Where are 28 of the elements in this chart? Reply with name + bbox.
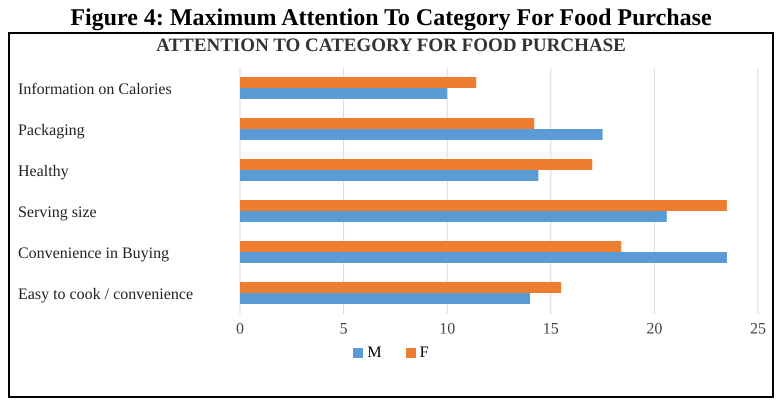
y-tick-label: Easy to cook / convenience — [18, 286, 194, 304]
legend-label: M — [366, 344, 382, 362]
x-tick-label: 5 — [340, 320, 348, 338]
bar — [240, 282, 562, 294]
bar — [240, 252, 727, 264]
x-tick-label: 10 — [439, 320, 456, 338]
bar — [240, 129, 603, 140]
y-tick-label: Serving size — [18, 204, 97, 222]
bar — [240, 241, 622, 252]
chart-title: Figure 4: Maximum Attention To Category For Food Purchase — [69, 4, 713, 32]
bar — [240, 211, 667, 222]
x-tick-label: 15 — [542, 320, 559, 338]
y-tick-label: Packaging — [18, 122, 85, 140]
bar — [240, 293, 530, 304]
bar — [240, 200, 727, 212]
y-tick-label: Healthy — [18, 163, 69, 180]
chart-subtitle: ATTENTION TO CATEGORY FOR FOOD PURCHASE — [155, 34, 627, 58]
x-tick-label: 20 — [646, 320, 662, 338]
x-tick-label: 25 — [750, 320, 766, 338]
bar — [240, 118, 534, 130]
legend-label: F — [418, 344, 429, 362]
y-tick-label: Information on Calories — [18, 81, 172, 98]
bar — [240, 159, 592, 170]
x-tick-label: 0 — [236, 320, 244, 338]
bar — [240, 77, 476, 88]
y-tick-label: Convenience in Buying — [18, 245, 170, 262]
bar — [240, 88, 448, 100]
bar — [240, 170, 538, 182]
